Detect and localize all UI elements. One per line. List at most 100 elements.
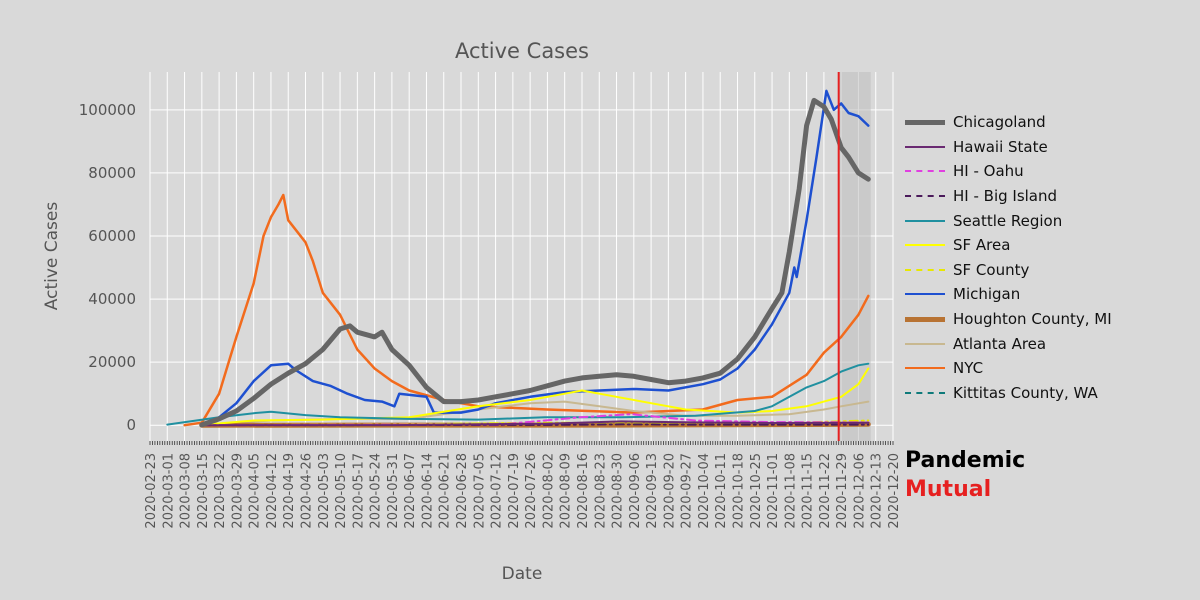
legend-entry: Kittitas County, WA [905,381,1112,406]
y-tick-label: 20000 [88,353,136,371]
x-tick-label: 2020-10-25 [749,453,764,529]
x-tick-label: 2020-06-14 [420,453,435,529]
legend-swatch [905,367,945,370]
x-tick-label: 2020-02-23 [144,453,159,529]
x-tick-label: 2020-10-04 [697,453,712,529]
legend-entry: Michigan [905,282,1112,307]
x-tick-label: 2020-12-13 [870,453,885,529]
legend-entry: SF Area [905,233,1112,258]
y-tick-label: 60000 [88,227,136,245]
legend-swatch [905,391,945,394]
legend-label: HI - Oahu [953,162,1024,181]
shaded-region [838,72,871,441]
legend-label: Atlanta Area [953,334,1047,353]
legend-swatch [905,316,945,322]
x-tick-label: 2020-05-10 [334,453,349,529]
legend-label: SF County [953,260,1030,279]
legend-swatch [905,195,945,198]
x-tick-label: 2020-06-21 [438,453,453,529]
series-line-chicagoland [199,97,871,428]
legend-swatch [905,244,945,247]
x-tick-label: 2020-05-31 [386,453,401,529]
x-tick-label: 2020-04-19 [282,453,297,529]
x-tick-label: 2020-08-02 [541,453,556,529]
x-tick-label: 2020-03-15 [196,453,211,529]
x-tick-label: 2020-08-09 [559,453,574,529]
legend-label: Kittitas County, WA [953,383,1098,402]
y-tick-label: 40000 [88,290,136,308]
legend-label: NYC [953,359,984,378]
x-tick-label: 2020-09-20 [662,453,677,529]
x-tick-label: 2020-07-12 [490,453,505,529]
legend-entry: HI - Oahu [905,159,1112,184]
series-line-michigan [200,89,870,426]
x-tick-label: 2020-10-11 [714,453,729,529]
x-tick-label: 2020-09-27 [680,453,695,529]
legend-swatch [905,119,945,125]
x-tick-label: 2020-06-07 [403,453,418,529]
x-tick-label: 2020-08-16 [576,453,591,529]
brand-pandemic: Pandemic [905,448,1026,473]
legend-entry: Hawaii State [905,135,1112,160]
legend-swatch [905,219,945,222]
legend-label: HI - Big Island [953,187,1058,206]
legend-label: Seattle Region [953,211,1063,230]
legend: Chicagoland Hawaii State HI - Oahu HI - Big… [905,110,1112,405]
legend-swatch [905,170,945,173]
x-tick-label: 2020-04-12 [265,453,280,529]
y-tick-label: 100000 [79,101,136,119]
legend-entry: SF County [905,258,1112,283]
x-tick-label: 2020-06-28 [455,453,470,529]
series-line-hawaii-state [200,420,870,427]
x-tick-label: 2020-09-06 [628,453,643,529]
x-tick-label: 2020-07-19 [507,453,522,529]
legend-swatch [905,293,945,296]
legend-entry: Atlanta Area [905,331,1112,356]
x-tick-label: 2020-08-30 [611,453,626,529]
x-axis-label: Date [502,564,543,584]
legend-label: Chicagoland [953,113,1046,132]
legend-entry: NYC [905,356,1112,381]
legend-swatch [905,268,945,271]
y-tick-label: 80000 [88,164,136,182]
y-tick-label: 0 [126,416,136,434]
legend-swatch [905,342,945,345]
legend-label: Michigan [953,285,1021,304]
legend-label: Hawaii State [953,137,1048,156]
x-tick-label: 2020-09-13 [645,453,660,529]
x-tick-label: 2020-11-01 [766,453,781,529]
x-tick-label: 2020-08-23 [593,453,608,529]
legend-entry: Houghton County, MI [905,307,1112,332]
legend-swatch [905,145,945,148]
legend-entry: Seattle Region [905,208,1112,233]
x-tick-label: 2020-04-26 [300,453,315,529]
x-tick-label: 2020-10-18 [731,453,746,529]
x-tick-label: 2020-11-22 [818,453,833,529]
x-tick-label: 2020-12-20 [887,453,902,529]
x-tick-label: 2020-03-22 [213,453,228,529]
x-tick-label: 2020-05-24 [369,453,384,529]
legend-label: Houghton County, MI [953,310,1112,329]
y-axis-label: Active Cases [42,202,62,311]
x-tick-label: 2020-05-17 [351,453,366,529]
brand-mutual: Mutual [905,477,992,502]
x-tick-label: 2020-05-03 [317,453,332,529]
legend-entry: HI - Big Island [905,184,1112,209]
x-tick-label: 2020-07-05 [472,453,487,529]
legend-label: SF Area [953,236,1011,255]
x-tick-label: 2020-03-01 [161,453,176,529]
x-tick-label: 2020-11-29 [835,453,850,529]
x-tick-label: 2020-04-05 [248,453,263,529]
x-tick-label: 2020-03-29 [230,453,245,529]
x-tick-label: 2020-12-06 [852,453,867,529]
x-tick-label: 2020-11-08 [783,453,798,529]
legend-entry: Chicagoland [905,110,1112,135]
x-tick-label: 2020-03-08 [179,453,194,529]
chart-title: Active Cases [455,39,589,63]
series-line-nyc [183,193,870,427]
x-tick-label: 2020-11-15 [801,453,816,529]
x-tick-label: 2020-07-26 [524,453,539,529]
series-line-atlanta-area [200,400,870,426]
